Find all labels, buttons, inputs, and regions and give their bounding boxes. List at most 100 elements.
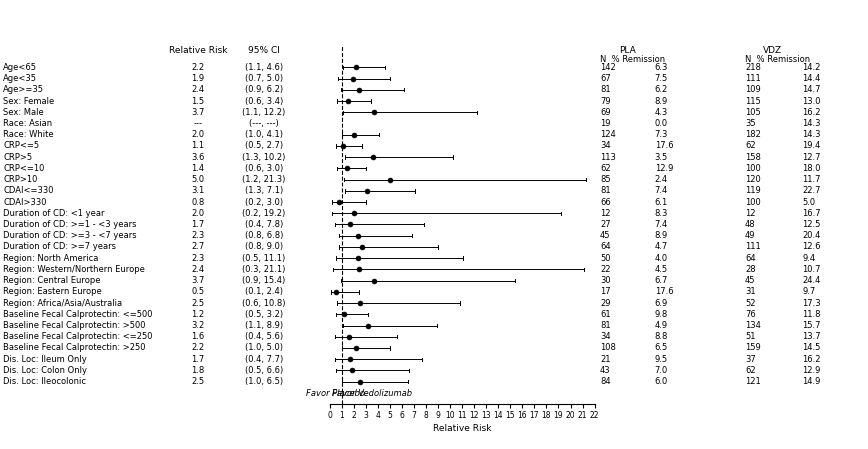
Text: (1.2, 21.3): (1.2, 21.3) <box>242 175 286 184</box>
Text: 121: 121 <box>745 377 760 386</box>
Text: (1.3, 10.2): (1.3, 10.2) <box>242 153 286 162</box>
Text: (0.2, 3.0): (0.2, 3.0) <box>245 198 283 207</box>
Text: Duration of CD: >=3 - <7 years: Duration of CD: >=3 - <7 years <box>3 231 137 240</box>
Text: 37: 37 <box>745 355 756 364</box>
Text: 30: 30 <box>600 276 611 285</box>
Text: 2.4: 2.4 <box>191 85 205 94</box>
Text: 19: 19 <box>600 119 610 128</box>
Text: 7.4: 7.4 <box>654 220 668 229</box>
Text: (0.9, 15.4): (0.9, 15.4) <box>242 276 286 285</box>
Text: 8.8: 8.8 <box>654 332 668 341</box>
Text: Dis. Loc: Ileum Only: Dis. Loc: Ileum Only <box>3 355 87 364</box>
Text: 8.9: 8.9 <box>654 231 668 240</box>
Text: 27: 27 <box>600 220 611 229</box>
Text: 111: 111 <box>745 74 760 83</box>
Text: 16.7: 16.7 <box>802 209 821 218</box>
Text: (0.5, 6.6): (0.5, 6.6) <box>245 366 283 375</box>
Text: VDZ: VDZ <box>763 46 782 55</box>
Text: 22.7: 22.7 <box>802 186 821 195</box>
Text: Duration of CD: >=1 - <3 years: Duration of CD: >=1 - <3 years <box>3 220 137 229</box>
Text: (1.1, 8.9): (1.1, 8.9) <box>245 321 283 330</box>
Text: (0.9, 6.2): (0.9, 6.2) <box>245 85 283 94</box>
Text: 6.3: 6.3 <box>654 63 668 72</box>
Text: 8.3: 8.3 <box>654 209 668 218</box>
Text: 14.7: 14.7 <box>802 85 821 94</box>
Text: 12: 12 <box>600 209 610 218</box>
Text: Dis. Loc: Colon Only: Dis. Loc: Colon Only <box>3 366 88 375</box>
Text: CDAI<=330: CDAI<=330 <box>3 186 54 195</box>
Text: Relative Risk: Relative Risk <box>168 46 227 55</box>
Text: 4.9: 4.9 <box>654 321 667 330</box>
Text: 8.9: 8.9 <box>654 97 668 106</box>
Text: 66: 66 <box>600 198 611 207</box>
Text: 14.3: 14.3 <box>802 119 821 128</box>
Text: 81: 81 <box>600 321 611 330</box>
Text: CRP<=5: CRP<=5 <box>3 141 39 150</box>
Text: N  % Remission: N % Remission <box>600 55 665 64</box>
Text: 79: 79 <box>600 97 611 106</box>
Text: 108: 108 <box>600 343 616 352</box>
Text: N  % Remission: N % Remission <box>745 55 810 64</box>
Text: 2.2: 2.2 <box>191 63 205 72</box>
Text: 1.1: 1.1 <box>191 141 205 150</box>
Text: (---, ---): (---, ---) <box>249 119 279 128</box>
Text: 14.3: 14.3 <box>802 130 821 139</box>
Text: 111: 111 <box>745 242 760 251</box>
Text: (0.6, 3.0): (0.6, 3.0) <box>245 164 283 173</box>
Text: 34: 34 <box>600 141 611 150</box>
Text: 76: 76 <box>745 310 756 319</box>
Text: 84: 84 <box>600 377 611 386</box>
Text: 3.7: 3.7 <box>191 108 205 117</box>
Text: 14.4: 14.4 <box>802 74 821 83</box>
Text: Duration of CD: <1 year: Duration of CD: <1 year <box>3 209 105 218</box>
Text: 1.6: 1.6 <box>191 332 205 341</box>
Text: 120: 120 <box>745 175 760 184</box>
Text: 113: 113 <box>600 153 616 162</box>
Text: PLA: PLA <box>619 46 635 55</box>
Text: Region: Eastern Europe: Region: Eastern Europe <box>3 287 102 296</box>
Text: 2.3: 2.3 <box>191 231 205 240</box>
Text: 1.7: 1.7 <box>191 355 205 364</box>
Text: 6.0: 6.0 <box>654 377 668 386</box>
Text: 45: 45 <box>600 231 610 240</box>
Text: 3.2: 3.2 <box>191 321 205 330</box>
Text: 3.1: 3.1 <box>191 186 205 195</box>
Text: (0.7, 5.0): (0.7, 5.0) <box>245 74 283 83</box>
Text: 11.7: 11.7 <box>802 175 821 184</box>
Text: 21: 21 <box>600 355 610 364</box>
Text: Baseline Fecal Calprotectin: >500: Baseline Fecal Calprotectin: >500 <box>3 321 146 330</box>
Text: Race: Asian: Race: Asian <box>3 119 52 128</box>
Text: 43: 43 <box>600 366 611 375</box>
Text: 105: 105 <box>745 108 760 117</box>
Text: 17.3: 17.3 <box>802 299 821 308</box>
Text: (0.3, 21.1): (0.3, 21.1) <box>242 265 286 274</box>
Text: 12.7: 12.7 <box>802 153 821 162</box>
Text: (1.0, 4.1): (1.0, 4.1) <box>245 130 283 139</box>
Text: 35: 35 <box>745 119 755 128</box>
Text: 11.8: 11.8 <box>802 310 821 319</box>
Text: 51: 51 <box>745 332 755 341</box>
Text: 34: 34 <box>600 332 611 341</box>
Text: Sex: Female: Sex: Female <box>3 97 55 106</box>
Text: 12: 12 <box>745 209 755 218</box>
Text: 13.7: 13.7 <box>802 332 821 341</box>
Text: Dis. Loc: Ileocolonic: Dis. Loc: Ileocolonic <box>3 377 86 386</box>
Text: (0.6, 3.4): (0.6, 3.4) <box>245 97 283 106</box>
Text: 6.9: 6.9 <box>654 299 668 308</box>
Text: 9.4: 9.4 <box>802 254 816 263</box>
Text: Baseline Fecal Calprotectin: <=250: Baseline Fecal Calprotectin: <=250 <box>3 332 153 341</box>
Text: 49: 49 <box>745 231 755 240</box>
Text: 3.7: 3.7 <box>191 276 205 285</box>
Text: 158: 158 <box>745 153 761 162</box>
Text: 9.7: 9.7 <box>802 287 816 296</box>
Text: 52: 52 <box>745 299 755 308</box>
Text: 218: 218 <box>745 63 761 72</box>
Text: Age<65: Age<65 <box>3 63 37 72</box>
Text: 5.0: 5.0 <box>802 198 816 207</box>
Text: 6.7: 6.7 <box>654 276 668 285</box>
Text: Baseline Fecal Calprotectin: >250: Baseline Fecal Calprotectin: >250 <box>3 343 146 352</box>
Text: (0.5, 3.2): (0.5, 3.2) <box>245 310 283 319</box>
Text: 50: 50 <box>600 254 610 263</box>
Text: 19.4: 19.4 <box>802 141 821 150</box>
Text: Baseline Fecal Calprotectin: <=500: Baseline Fecal Calprotectin: <=500 <box>3 310 153 319</box>
